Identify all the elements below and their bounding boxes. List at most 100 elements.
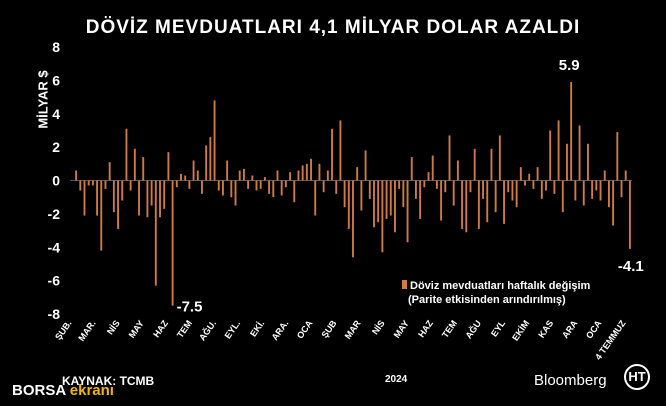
bar [444, 180, 447, 193]
bar [612, 180, 615, 226]
x-tick-label: HAZ [151, 318, 170, 339]
bar [498, 135, 501, 181]
bar [566, 143, 568, 181]
bar [456, 160, 459, 181]
x-tick-label: ARA. [270, 318, 291, 342]
bar [545, 180, 547, 191]
bar [196, 170, 199, 181]
bar [603, 170, 606, 181]
bar [398, 180, 401, 189]
y-tick-label: 6 [52, 72, 60, 88]
bar [381, 180, 384, 253]
bar [452, 180, 455, 206]
bar [205, 145, 208, 181]
bar [289, 172, 292, 181]
y-tick-label: -4 [48, 239, 61, 255]
bar [628, 180, 631, 249]
bar [528, 173, 531, 181]
bar [490, 148, 493, 181]
bar [209, 137, 212, 181]
y-tick-label: 2 [52, 139, 60, 155]
bar [469, 180, 472, 193]
bar [79, 180, 82, 191]
x-tick-label: AĞU. [196, 318, 218, 343]
bar [540, 180, 543, 199]
bar [263, 177, 266, 181]
y-tick-label: -8 [48, 306, 61, 322]
x-tick-label: TEM [175, 318, 194, 339]
bar [75, 170, 78, 181]
bar [389, 180, 392, 216]
bar [461, 180, 464, 229]
bar [591, 180, 594, 199]
bar [268, 180, 271, 194]
bar [532, 180, 535, 189]
bar [574, 180, 577, 201]
bar [230, 180, 233, 198]
x-tick-label: EKİ. [248, 318, 266, 338]
bar [259, 180, 262, 189]
x-tick-label: OCA [584, 318, 604, 341]
bar [352, 180, 354, 258]
x-tick-label: HAZ [416, 318, 435, 339]
bar [507, 180, 510, 193]
bar [284, 180, 287, 188]
bar [276, 170, 279, 181]
bar [570, 82, 573, 181]
y-tick-label: -2 [48, 206, 61, 222]
x-tick-label: MAR [343, 318, 363, 341]
bar [322, 180, 325, 193]
bar [368, 180, 371, 199]
bar [175, 180, 178, 188]
bar [335, 180, 338, 194]
bar [213, 100, 216, 181]
bar [377, 180, 380, 223]
bar [163, 180, 166, 209]
bar [91, 180, 94, 186]
bar [314, 180, 317, 216]
bar [100, 180, 103, 251]
bar [599, 180, 602, 201]
bar [154, 180, 157, 286]
bar [465, 180, 468, 233]
bar [343, 180, 346, 208]
bar [595, 180, 598, 191]
bar [339, 120, 342, 181]
bar [557, 120, 560, 181]
bar [297, 170, 300, 181]
data-annotation: -4.1 [618, 258, 644, 275]
x-tick-label: EYL [489, 318, 508, 338]
bar [536, 167, 539, 181]
bar [414, 180, 417, 199]
bar [301, 165, 304, 181]
x-tick-label: ARA [560, 318, 580, 340]
x-tick-label: KAS [536, 318, 555, 339]
bar [305, 163, 308, 181]
x-tick-label: MAY [127, 318, 146, 339]
bar [125, 128, 128, 181]
bar [331, 128, 333, 181]
bar [477, 180, 480, 229]
bar [410, 157, 413, 181]
x-tick-label: TEM [440, 318, 459, 339]
bar [356, 167, 359, 181]
bar [519, 167, 522, 181]
bar [247, 180, 250, 189]
bar [616, 132, 619, 181]
bar [226, 160, 229, 181]
bar [133, 148, 136, 181]
x-tick-label: MAY [392, 318, 411, 339]
bar [326, 170, 329, 181]
bar [620, 180, 623, 198]
bar [159, 180, 161, 218]
bar [318, 163, 321, 181]
bar [138, 180, 140, 216]
bar [582, 180, 585, 206]
bar [431, 155, 434, 181]
bar [503, 180, 505, 224]
bar [83, 180, 86, 216]
bar [482, 180, 485, 199]
bar [180, 173, 182, 181]
bar [272, 180, 275, 198]
